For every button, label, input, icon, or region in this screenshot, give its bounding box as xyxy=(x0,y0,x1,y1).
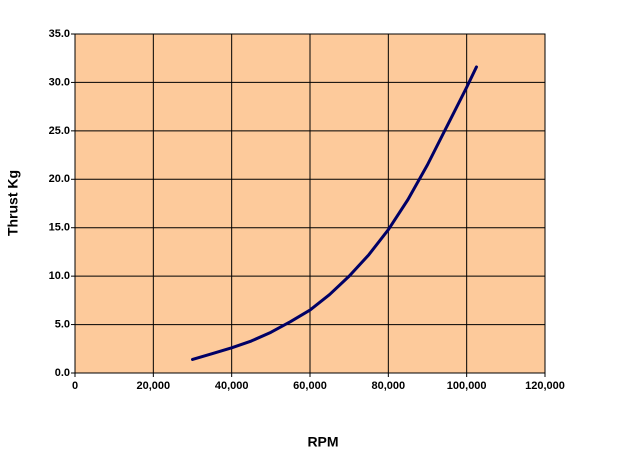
y-tick-label: 35.0 xyxy=(49,28,70,40)
x-tick-label: 60,000 xyxy=(293,380,327,392)
y-tick-label: 15.0 xyxy=(49,222,70,234)
x-axis-title: RPM xyxy=(307,434,338,450)
x-tick-label: 80,000 xyxy=(372,380,406,392)
y-tick-label: 5.0 xyxy=(55,318,70,330)
y-tick-label: 30.0 xyxy=(49,76,70,88)
y-tick-label: 10.0 xyxy=(49,270,70,282)
y-tick-label: 0.0 xyxy=(55,367,70,379)
x-tick-label: 0 xyxy=(72,380,78,392)
x-tick-label: 100,000 xyxy=(447,380,487,392)
y-tick-label: 25.0 xyxy=(49,125,70,137)
x-tick-label: 20,000 xyxy=(137,380,171,392)
x-tick-label: 120,000 xyxy=(525,380,565,392)
x-tick-label: 40,000 xyxy=(215,380,249,392)
y-tick-label: 20.0 xyxy=(49,173,70,185)
data-line xyxy=(191,65,478,361)
y-axis-title: Thrust Kg xyxy=(5,170,21,236)
